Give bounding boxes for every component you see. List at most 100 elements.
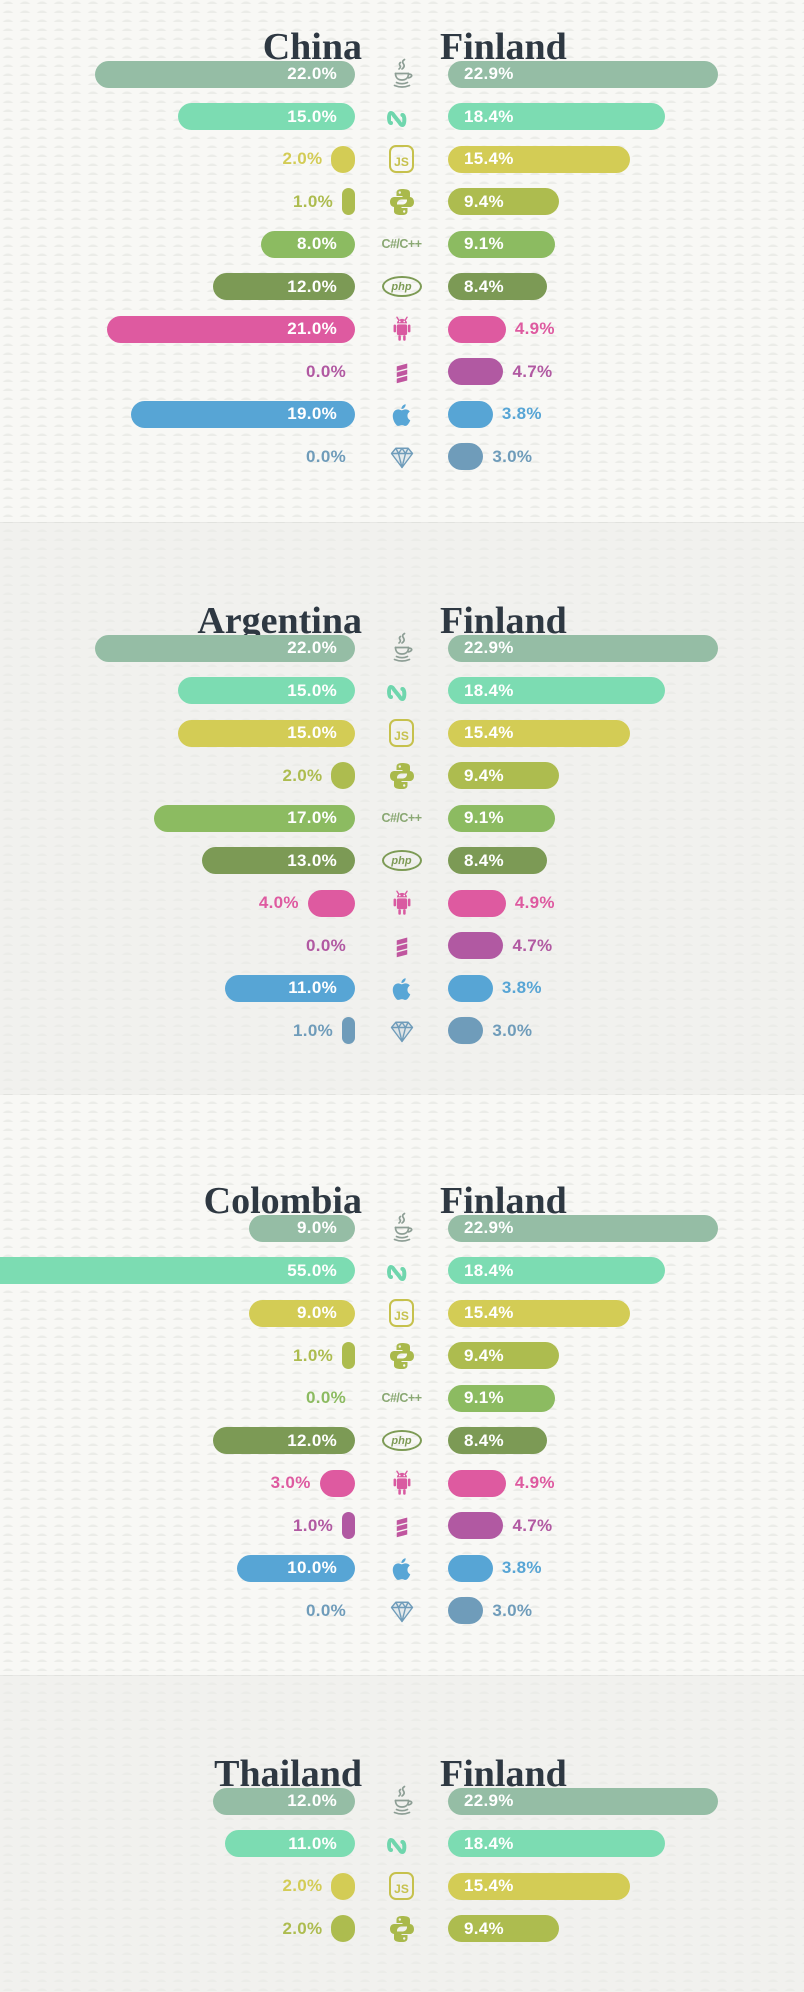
country-bar-cell: 12.0% (0, 273, 355, 301)
finland-bar: 15.4% (448, 719, 630, 747)
tech-row-csharp: 17.0% C#/C++ 9.1% (0, 797, 804, 840)
icon-cell: php (381, 1421, 422, 1461)
finland-bar-cell: 9.1% (448, 230, 804, 258)
country-bar: 55.0% (0, 1257, 355, 1285)
tech-row-scala: 0.0% 4.7% (0, 351, 804, 394)
finland-bar: 8.4% (448, 1427, 548, 1455)
finland-bar-cell: 18.4% (448, 1257, 804, 1285)
finland-bar-cell: 18.4% (448, 677, 804, 705)
csharp-icon: C#/C++ (381, 811, 422, 826)
apple-icon (392, 978, 410, 1001)
finland-bar-value: 3.0% (492, 1600, 533, 1620)
finland-bar-value: 4.7% (512, 935, 553, 955)
finland-bar-value: 3.8% (501, 404, 542, 424)
section-titles: Thailand Finland (214, 1752, 567, 1795)
country-bar (307, 889, 355, 917)
tech-row-javascript: 15.0% JS 15.4% (0, 712, 804, 755)
finland-bar-cell: 22.9% (448, 634, 804, 662)
finland-bar-value: 4.7% (512, 1515, 553, 1535)
finland-bar-cell: 9.4% (448, 188, 804, 216)
php-icon: php (381, 276, 422, 298)
country-bar-cell: 17.0% (0, 804, 355, 832)
java-icon (393, 632, 412, 663)
tech-row-android: 4.0% 4.9% (0, 882, 804, 925)
country-bar (331, 1872, 355, 1900)
country-bar: 21.0% (107, 315, 355, 343)
country-bar-value: 2.0% (282, 149, 323, 169)
section-titles: China Finland (262, 25, 567, 68)
finland-bar: 15.4% (448, 1299, 630, 1327)
finland-bar-cell: 4.9% (448, 315, 804, 343)
finland-bar-value: 9.1% (464, 1388, 504, 1408)
country-bar-cell: 15.0% (0, 719, 355, 747)
finland-bar (448, 443, 484, 471)
java-icon (393, 1785, 412, 1816)
country-bar: 11.0% (225, 1830, 355, 1858)
javascript-icon: JS (389, 719, 414, 748)
country-bar: 17.0% (154, 804, 355, 832)
javascript-icon: JS (389, 145, 414, 174)
country-bar-cell: 2.0% (0, 1915, 355, 1943)
finland-bar: 18.4% (448, 103, 666, 131)
icon-cell (382, 1011, 422, 1051)
finland-bar-value: 9.4% (464, 765, 504, 785)
finland-bar-value: 9.1% (464, 808, 504, 828)
country-bar-value: 1.0% (293, 1020, 333, 1040)
ruby-gem-icon (390, 447, 413, 468)
country-bar-value: 0.0% (306, 1600, 346, 1620)
finland-bar-value: 15.4% (464, 1876, 514, 1896)
finland-bar-cell: 22.9% (448, 60, 804, 88)
tech-row-ruby: 0.0% 3.0% (0, 436, 804, 479)
android-icon (393, 316, 410, 341)
country-bar-cell: 1.0% (0, 1017, 355, 1045)
country-bar-cell: 1.0% (0, 1342, 355, 1370)
country-bar-value: 1.0% (293, 1515, 333, 1535)
country-bar-value: 15.0% (287, 106, 337, 126)
country-bar-value: 0.0% (306, 1388, 346, 1408)
finland-bar-value: 8.4% (464, 276, 504, 296)
tech-row-ios: 11.0% 3.8% (0, 967, 804, 1010)
finland-bar-value: 3.0% (492, 446, 533, 466)
country-bar-cell: 22.0% (0, 60, 355, 88)
country-bar-cell: 15.0% (0, 677, 355, 705)
icon-cell (382, 182, 422, 222)
finland-bar: 8.4% (448, 847, 548, 875)
finland-bar: 9.4% (448, 188, 559, 216)
finland-bar (448, 1512, 504, 1540)
dotnet-icon (386, 1837, 406, 1854)
scala-icon (396, 937, 407, 958)
icon-cell (382, 352, 422, 392)
finland-bar-value: 9.4% (464, 1345, 504, 1365)
finland-bar-value: 18.4% (464, 1260, 514, 1280)
bar-rows: 12.0% 22.9% 11.0% 18.4% 2.0% JS 15.4% 2.… (0, 1780, 804, 1950)
country-bar-value: 0.0% (306, 361, 346, 381)
country-bar: 22.0% (95, 634, 355, 662)
country-bar-cell: 1.0% (0, 1512, 355, 1540)
country-comparison-section: China Finland 22.0% 22.9% 15.0% 18.4% 2.… (0, 0, 804, 522)
country-bar-cell: 3.0% (0, 1469, 355, 1497)
tech-row-scala: 1.0% 4.7% (0, 1505, 804, 1548)
finland-bar (448, 358, 504, 386)
country-bar-value: 1.0% (293, 1345, 333, 1365)
apple-icon (392, 1558, 410, 1581)
finland-bar-value: 9.1% (464, 234, 504, 254)
country-bar-value: 15.0% (287, 723, 337, 743)
finland-bar-value: 18.4% (464, 106, 514, 126)
country-bar-cell: 1.0% (0, 188, 355, 216)
tech-row-ios: 19.0% 3.8% (0, 393, 804, 436)
finland-bar-cell: 3.0% (448, 1017, 804, 1045)
icon-cell (382, 671, 422, 711)
icon-cell (382, 1208, 422, 1248)
country-bar-cell: 9.0% (0, 1299, 355, 1327)
icon-cell (382, 437, 422, 477)
country-bar: 10.0% (237, 1554, 355, 1582)
section-titles: Colombia Finland (203, 1179, 567, 1222)
country-bar-value: 0.0% (306, 446, 346, 466)
finland-bar-value: 3.0% (492, 1020, 533, 1040)
country-bar-cell: 2.0% (0, 145, 355, 173)
finland-bar: 15.4% (448, 145, 630, 173)
country-bar-value: 13.0% (287, 850, 337, 870)
icon-cell (382, 1548, 422, 1588)
country-bar-value: 12.0% (287, 1430, 337, 1450)
finland-bar-cell: 8.4% (448, 273, 804, 301)
